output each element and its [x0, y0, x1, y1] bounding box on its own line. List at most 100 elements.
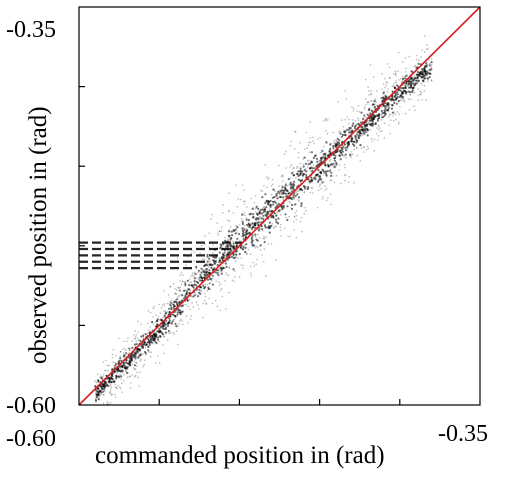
data-point	[368, 123, 371, 126]
data-point	[293, 215, 296, 217]
data-point	[202, 316, 204, 319]
data-point	[387, 104, 390, 107]
data-point	[363, 145, 365, 148]
data-point	[100, 393, 102, 395]
data-point	[236, 226, 239, 229]
data-point	[244, 214, 246, 216]
data-point	[205, 262, 208, 265]
data-point	[230, 255, 233, 258]
data-point	[167, 294, 170, 296]
data-point	[354, 120, 357, 122]
data-point	[206, 278, 210, 281]
data-point	[263, 184, 265, 187]
data-point	[316, 173, 319, 176]
data-point	[415, 77, 418, 79]
data-point	[317, 138, 319, 140]
data-point	[166, 311, 168, 313]
data-point	[330, 179, 333, 181]
data-point	[316, 206, 319, 209]
data-point	[357, 117, 359, 119]
data-point	[365, 131, 368, 133]
data-point	[292, 180, 296, 183]
data-point	[320, 188, 323, 190]
data-point	[120, 350, 122, 353]
data-point	[421, 68, 424, 71]
data-point	[297, 151, 300, 154]
data-point	[103, 390, 106, 392]
data-point	[272, 203, 275, 206]
data-point	[144, 333, 147, 336]
data-point	[409, 84, 412, 87]
data-point	[168, 319, 171, 322]
data-point	[145, 343, 148, 346]
data-point	[240, 264, 243, 266]
data-point	[309, 121, 312, 123]
data-point	[344, 119, 346, 121]
data-point	[227, 236, 230, 239]
data-point	[150, 351, 152, 354]
data-point	[326, 170, 329, 173]
data-point	[259, 208, 263, 212]
data-point	[322, 145, 325, 148]
data-point	[206, 260, 209, 263]
data-point	[307, 144, 310, 146]
data-point	[342, 145, 345, 148]
data-point	[416, 73, 418, 75]
data-point	[367, 109, 370, 112]
data-point	[277, 217, 280, 220]
data-point	[241, 234, 245, 237]
data-point	[173, 283, 175, 285]
data-point	[193, 283, 196, 286]
data-point	[319, 157, 323, 160]
data-point	[115, 386, 118, 389]
data-point	[232, 240, 234, 243]
data-point	[282, 176, 284, 178]
data-point	[242, 231, 245, 234]
data-point	[123, 362, 126, 365]
data-point	[278, 192, 281, 195]
data-point	[172, 303, 175, 306]
data-point	[313, 142, 315, 145]
data-point	[352, 110, 355, 112]
data-point	[328, 152, 330, 155]
data-point	[135, 365, 138, 367]
data-point	[420, 76, 423, 79]
data-point	[380, 113, 383, 116]
data-point	[258, 229, 261, 232]
data-point	[242, 226, 244, 229]
data-point	[193, 251, 196, 254]
data-point	[149, 339, 152, 342]
data-point	[304, 162, 308, 165]
data-point	[206, 255, 209, 258]
data-point	[386, 108, 389, 111]
data-point	[363, 117, 365, 119]
data-point	[205, 267, 208, 270]
data-point	[169, 286, 172, 288]
data-point	[356, 154, 359, 157]
data-point	[252, 261, 255, 264]
data-point	[153, 305, 155, 308]
x-tick-label-max: -0.35	[438, 421, 488, 447]
data-point	[260, 212, 263, 215]
data-point	[307, 188, 309, 190]
data-point	[296, 173, 299, 176]
data-point	[324, 154, 327, 157]
data-point	[214, 262, 216, 265]
data-point	[310, 160, 313, 164]
data-point	[302, 185, 305, 188]
data-point	[119, 350, 122, 353]
data-point	[285, 216, 288, 219]
data-point	[175, 330, 178, 333]
data-point	[409, 93, 411, 95]
data-point	[204, 243, 206, 246]
data-point	[135, 350, 138, 353]
data-point	[361, 125, 364, 128]
data-point	[325, 130, 328, 132]
data-point	[200, 244, 203, 247]
data-point	[241, 227, 244, 230]
data-point	[183, 289, 186, 292]
data-point	[376, 105, 379, 107]
data-point	[257, 207, 260, 210]
data-point	[245, 250, 247, 253]
data-point	[232, 246, 235, 249]
